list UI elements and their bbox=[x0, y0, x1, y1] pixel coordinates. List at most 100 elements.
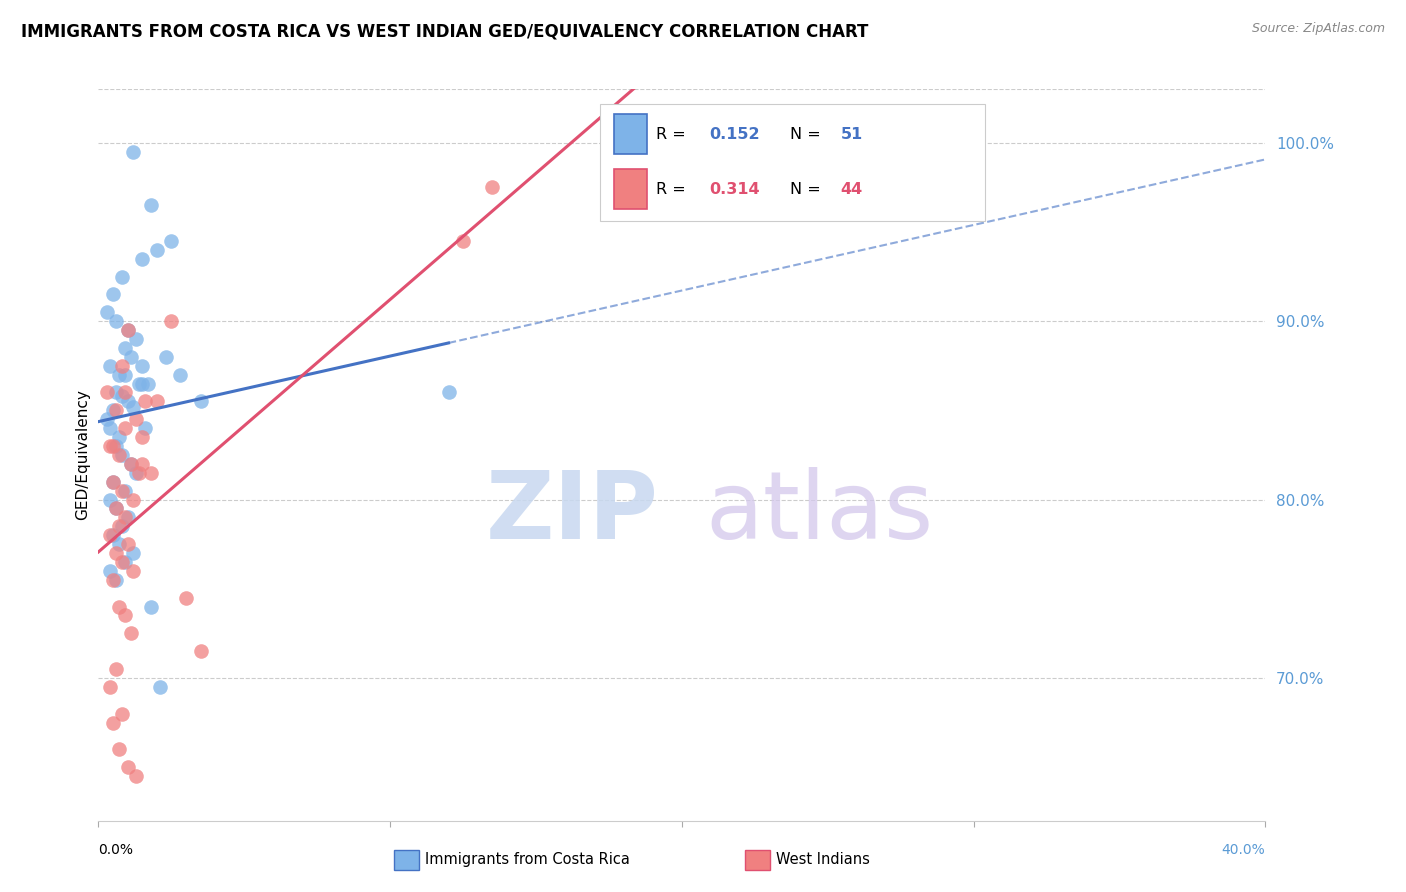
Point bbox=[125, 412, 148, 426]
Point bbox=[117, 510, 139, 524]
Point bbox=[169, 368, 191, 382]
Point bbox=[134, 394, 156, 409]
Point bbox=[122, 145, 145, 159]
Point bbox=[451, 234, 474, 248]
Text: Source: ZipAtlas.com: Source: ZipAtlas.com bbox=[1251, 22, 1385, 36]
Text: atlas: atlas bbox=[706, 467, 934, 559]
Point bbox=[111, 706, 134, 721]
Point bbox=[98, 421, 121, 435]
Point bbox=[111, 448, 134, 462]
Point bbox=[122, 564, 145, 578]
Point bbox=[104, 501, 127, 516]
Point bbox=[96, 305, 118, 319]
Point bbox=[114, 341, 136, 355]
Point bbox=[96, 385, 118, 400]
Point bbox=[190, 644, 212, 658]
Text: R =: R = bbox=[657, 127, 692, 142]
Point bbox=[120, 457, 142, 471]
Point bbox=[104, 385, 127, 400]
Point bbox=[131, 252, 153, 266]
Point bbox=[98, 564, 121, 578]
Point bbox=[122, 546, 145, 560]
Point bbox=[98, 359, 121, 373]
Text: 0.314: 0.314 bbox=[709, 182, 759, 196]
Point bbox=[98, 439, 121, 453]
Point bbox=[111, 269, 134, 284]
Point bbox=[125, 769, 148, 783]
Point bbox=[117, 760, 139, 774]
Point bbox=[481, 180, 503, 194]
Point bbox=[131, 457, 153, 471]
Point bbox=[101, 403, 124, 417]
Point bbox=[125, 332, 148, 346]
Point bbox=[117, 537, 139, 551]
Point bbox=[117, 323, 139, 337]
Point bbox=[160, 234, 183, 248]
Point bbox=[190, 394, 212, 409]
Y-axis label: GED/Equivalency: GED/Equivalency bbox=[75, 390, 90, 520]
Bar bbox=[600, 103, 986, 221]
Point bbox=[131, 359, 153, 373]
Point bbox=[146, 243, 169, 257]
Point bbox=[101, 715, 124, 730]
Point bbox=[114, 608, 136, 623]
Point bbox=[117, 394, 139, 409]
Point bbox=[146, 394, 169, 409]
Point bbox=[155, 350, 177, 364]
Point bbox=[108, 599, 131, 614]
Point bbox=[101, 475, 124, 489]
Point bbox=[114, 421, 136, 435]
Text: West Indians: West Indians bbox=[776, 853, 870, 867]
Point bbox=[117, 323, 139, 337]
Point bbox=[149, 680, 172, 694]
Text: IMMIGRANTS FROM COSTA RICA VS WEST INDIAN GED/EQUIVALENCY CORRELATION CHART: IMMIGRANTS FROM COSTA RICA VS WEST INDIA… bbox=[21, 22, 869, 40]
Text: N =: N = bbox=[790, 127, 827, 142]
Point bbox=[139, 198, 162, 212]
Point bbox=[114, 510, 136, 524]
Point bbox=[120, 457, 142, 471]
Point bbox=[108, 537, 131, 551]
Point bbox=[160, 314, 183, 328]
Point bbox=[96, 412, 118, 426]
Point bbox=[108, 448, 131, 462]
Point bbox=[108, 742, 131, 756]
Bar bbox=[614, 114, 647, 154]
Point bbox=[136, 376, 159, 391]
Point bbox=[101, 439, 124, 453]
Point bbox=[104, 314, 127, 328]
Point bbox=[120, 350, 142, 364]
Text: 0.152: 0.152 bbox=[709, 127, 759, 142]
Point bbox=[122, 492, 145, 507]
Point bbox=[139, 599, 162, 614]
Point bbox=[114, 555, 136, 569]
Point bbox=[131, 376, 153, 391]
Point bbox=[125, 466, 148, 480]
Point bbox=[98, 680, 121, 694]
Point bbox=[104, 501, 127, 516]
Point bbox=[98, 492, 121, 507]
Text: Immigrants from Costa Rica: Immigrants from Costa Rica bbox=[425, 853, 630, 867]
Point bbox=[111, 389, 134, 403]
Text: R =: R = bbox=[657, 182, 692, 196]
Point bbox=[111, 555, 134, 569]
Point bbox=[108, 368, 131, 382]
Point bbox=[111, 519, 134, 533]
Point bbox=[437, 385, 460, 400]
Point bbox=[101, 475, 124, 489]
Point bbox=[122, 400, 145, 414]
Point bbox=[101, 528, 124, 542]
Text: 0.0%: 0.0% bbox=[98, 843, 134, 857]
Point bbox=[104, 403, 127, 417]
Bar bbox=[614, 169, 647, 209]
Point bbox=[114, 483, 136, 498]
Text: 51: 51 bbox=[841, 127, 863, 142]
Point bbox=[128, 466, 150, 480]
Point bbox=[134, 421, 156, 435]
Point bbox=[101, 573, 124, 587]
Text: 40.0%: 40.0% bbox=[1222, 843, 1265, 857]
Point bbox=[108, 519, 131, 533]
Point bbox=[139, 466, 162, 480]
Point bbox=[131, 430, 153, 444]
Point bbox=[114, 368, 136, 382]
Point bbox=[111, 359, 134, 373]
